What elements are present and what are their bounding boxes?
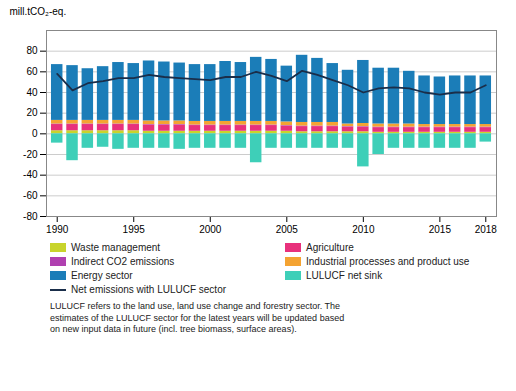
svg-text:60: 60 xyxy=(26,66,38,77)
svg-text:-60: -60 xyxy=(23,190,38,201)
svg-text:2010: 2010 xyxy=(352,224,375,235)
svg-text:2005: 2005 xyxy=(276,224,299,235)
html-text:Waste management: Waste management xyxy=(71,242,161,253)
svg-text:1995: 1995 xyxy=(123,224,146,235)
svg-text:2000: 2000 xyxy=(199,224,222,235)
html-text:LULUCF refers to the land use,: LULUCF refers to the land use, land use … xyxy=(50,301,345,335)
svg-text:1990: 1990 xyxy=(46,224,69,235)
svg-text:-80: -80 xyxy=(23,211,38,222)
svg-text:80: 80 xyxy=(26,45,38,56)
svg-text:-20: -20 xyxy=(23,149,38,160)
html-text:Industrial processes and produ: Industrial processes and product use xyxy=(306,256,470,267)
html-text:Energy sector: Energy sector xyxy=(71,270,133,281)
svg-text:40: 40 xyxy=(26,87,38,98)
html-text:Indirect CO2 emissions: Indirect CO2 emissions xyxy=(71,256,175,267)
html-text:Net emissions with LULUCF sect: Net emissions with LULUCF sector xyxy=(71,284,226,295)
svg-text:mill.tCO₂-eq.: mill.tCO₂-eq. xyxy=(10,6,67,17)
svg-text:2018: 2018 xyxy=(475,224,498,235)
html-text:LULUCF net sink: LULUCF net sink xyxy=(306,270,383,281)
svg-text:2015: 2015 xyxy=(429,224,452,235)
svg-text:0: 0 xyxy=(32,128,38,139)
svg-text:-40: -40 xyxy=(23,169,38,180)
html-text:Agriculture: Agriculture xyxy=(306,242,354,253)
svg-text:20: 20 xyxy=(26,107,38,118)
